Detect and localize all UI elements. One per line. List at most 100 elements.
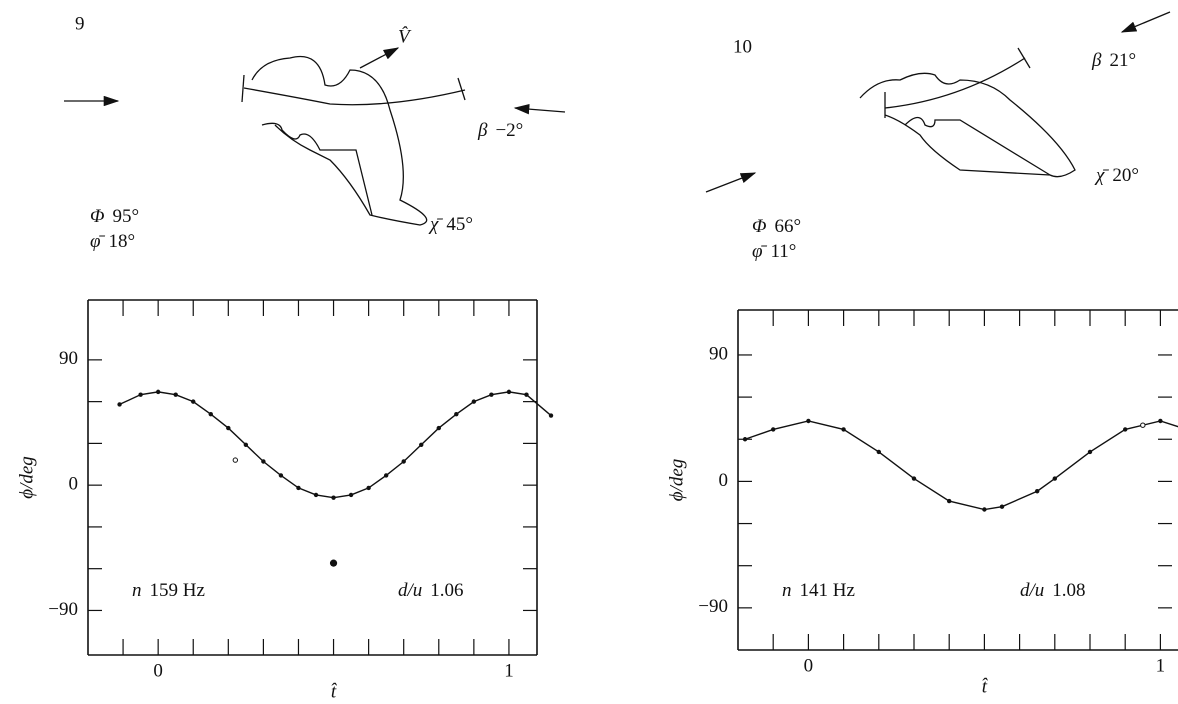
symbol: φ̄ (752, 241, 768, 262)
data-point (296, 485, 301, 491)
symbol: χ̄ (428, 214, 443, 235)
mean-angle-label: φ̄ 11° (752, 241, 796, 262)
stroke-angle-label: Φ 66° (752, 216, 801, 237)
body-outline (251, 56, 428, 226)
wing-outline (904, 116, 1051, 176)
data-point (436, 425, 441, 431)
beta-label: β −2° (477, 120, 523, 141)
data-point (947, 498, 952, 504)
panel-label: 9 (75, 13, 85, 34)
data-point (208, 411, 213, 417)
symbol: Φ (752, 216, 766, 237)
value: −2° (495, 120, 523, 141)
y-tick-label: −90 (48, 599, 78, 620)
y-tick-label: 90 (59, 348, 78, 369)
value: 1.08 (1052, 580, 1085, 601)
value: 18° (109, 231, 136, 252)
data-point (982, 507, 987, 512)
data-point (232, 457, 239, 463)
data-point (489, 392, 494, 397)
value: 141 Hz (800, 580, 855, 601)
annotation: d/u 1.06 (398, 580, 464, 601)
chi-label: χ̄ 45° (428, 214, 473, 235)
data-point (742, 437, 748, 442)
x-tick-label: 1 (1156, 655, 1166, 676)
value: 21° (1109, 50, 1136, 71)
y-tick-label: 0 (719, 470, 729, 491)
data-point (548, 413, 554, 418)
data-point (999, 504, 1005, 509)
symbol: β (477, 120, 488, 141)
data-point (155, 389, 161, 395)
symbol: d/u (398, 580, 422, 601)
data-point (138, 392, 143, 397)
data-point (1158, 418, 1163, 424)
data-point (419, 442, 424, 447)
data-point (243, 442, 249, 447)
arrow (705, 172, 757, 193)
data-point (1087, 449, 1093, 455)
data-point (313, 492, 319, 498)
data-point (506, 389, 512, 395)
value: 20° (1112, 165, 1139, 186)
fit-curve (119, 391, 552, 499)
stroke-end (241, 74, 245, 103)
data-point (876, 449, 881, 455)
annotation: n 159 Hz (132, 580, 205, 601)
chi-label: χ̄ 20° (1094, 165, 1139, 186)
y-axis-label: ϕ/deg (16, 456, 37, 499)
symbol: d/u (1020, 580, 1044, 601)
x-tick-label: 0 (153, 660, 163, 681)
value: 159 Hz (150, 580, 205, 601)
data-point (1035, 489, 1040, 494)
x-axis-label: t̂ (331, 681, 338, 702)
data-point (524, 392, 529, 397)
value: 95° (112, 206, 139, 227)
symbol: χ̄ (1094, 165, 1109, 186)
symbol: n (132, 580, 142, 601)
arrow (359, 47, 400, 69)
stroke-angle-label: Φ 95° (90, 206, 139, 227)
data-point (1052, 476, 1058, 481)
arrow (513, 103, 566, 115)
data-point (806, 418, 811, 424)
x-axis-label: t̂ (982, 676, 989, 697)
data-point (348, 492, 354, 498)
y-axis-label: ϕ/deg (666, 459, 687, 502)
symbol: Φ (90, 206, 104, 227)
data-point (329, 559, 338, 567)
value: 66° (774, 216, 801, 237)
data-point (331, 495, 336, 500)
wing-path (243, 87, 466, 106)
body-outline (859, 72, 1076, 178)
value: 11° (771, 241, 797, 262)
data-point (911, 476, 917, 481)
beta-label: β 21° (1091, 50, 1136, 71)
data-point (117, 402, 122, 407)
y-tick-label: 90 (709, 343, 728, 364)
value: 45° (446, 214, 473, 235)
velocity-label: V̂ (398, 26, 412, 47)
data-point (261, 459, 266, 464)
panel-label: 10 (733, 36, 752, 57)
x-tick-label: 1 (504, 660, 514, 681)
data-point (383, 473, 389, 478)
mean-angle-label: φ̄ 18° (90, 231, 135, 252)
wing-outline (261, 122, 373, 216)
stroke-end (457, 77, 466, 101)
data-point (471, 399, 477, 404)
value: 1.06 (430, 580, 463, 601)
data-point (278, 473, 284, 478)
fit-curve (744, 420, 1178, 511)
data-point (841, 427, 846, 432)
data-point (454, 411, 459, 417)
stroke-end (1017, 47, 1031, 69)
y-tick-label: −90 (698, 596, 728, 617)
data-point (1123, 427, 1128, 432)
symbol: φ̄ (90, 231, 106, 252)
symbol: n (782, 580, 792, 601)
data-point (173, 392, 178, 397)
data-point (401, 459, 406, 464)
data-point (191, 399, 196, 404)
y-tick-label: 0 (69, 474, 79, 495)
